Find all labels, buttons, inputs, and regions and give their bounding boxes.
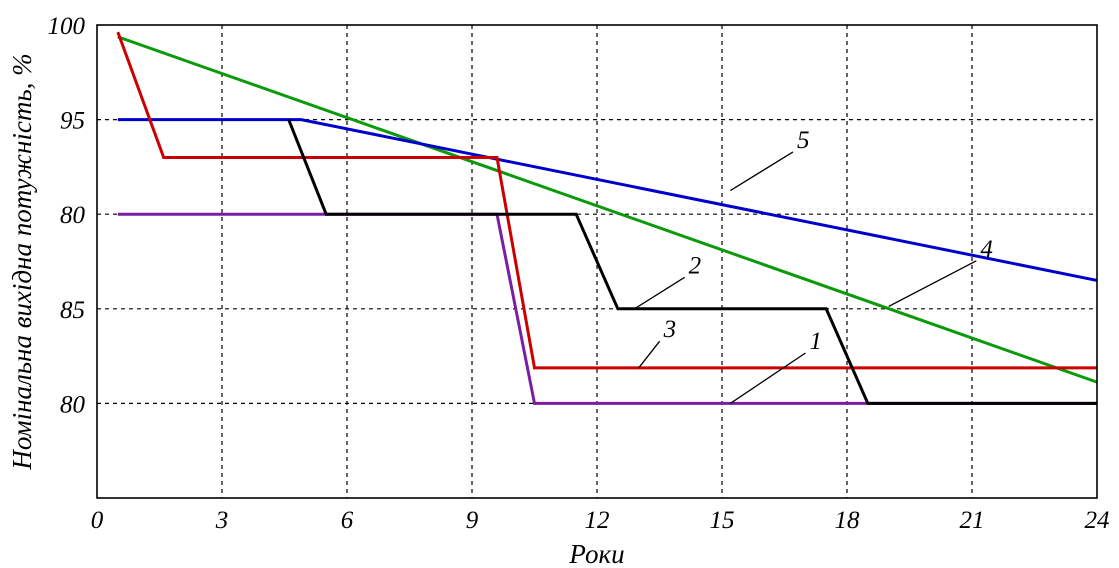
y-tick-label-20: 80	[60, 391, 86, 418]
x-tick-label-0: 0	[91, 507, 104, 534]
y-tick-label-80: 95	[60, 108, 85, 135]
y-tick-label-40: 85	[60, 297, 85, 324]
series-line-3	[116, 31, 1097, 370]
leader-line-3	[638, 340, 661, 369]
curve-label-3: 3	[663, 316, 677, 343]
curve-label-2: 2	[689, 252, 702, 279]
x-tick-label-12: 12	[585, 507, 610, 534]
y-tick-label-60: 80	[60, 202, 86, 229]
x-tick-label-15: 15	[710, 507, 735, 534]
x-tick-label-3: 3	[215, 507, 229, 534]
curve-label-1: 1	[810, 328, 823, 355]
x-tick-label-9: 9	[466, 507, 479, 534]
plot-frame	[96, 24, 1098, 499]
y-tick-labels: 80 85 80 95 100	[48, 13, 86, 418]
x-tick-label-18: 18	[835, 507, 861, 534]
series-line-5	[117, 118, 1098, 282]
y-axis-title: Номінальна вихідна потужність, %	[7, 53, 37, 470]
curve-label-5: 5	[797, 127, 810, 154]
x-tick-label-24: 24	[1085, 507, 1110, 534]
x-tick-label-6: 6	[341, 507, 354, 534]
series-layer	[116, 31, 1098, 405]
annotation-leaders	[634, 151, 977, 404]
leader-line-5	[729, 151, 794, 192]
x-axis-title: Роки	[568, 539, 624, 568]
series-line-1	[117, 212, 1097, 405]
curve-label-4: 4	[980, 236, 993, 263]
leader-line-4	[888, 260, 977, 308]
leader-line-1	[729, 352, 806, 404]
curve-labels: 1 2 3 4 5	[663, 127, 993, 355]
x-tick-labels: 0 3 6 9 12 15 18 21 24	[91, 507, 1110, 534]
series-line-2	[287, 119, 1097, 405]
x-tick-label-21: 21	[960, 507, 985, 534]
leader-line-2	[634, 276, 686, 310]
y-tick-label-100: 100	[48, 13, 86, 40]
series-line-4	[117, 35, 1098, 384]
